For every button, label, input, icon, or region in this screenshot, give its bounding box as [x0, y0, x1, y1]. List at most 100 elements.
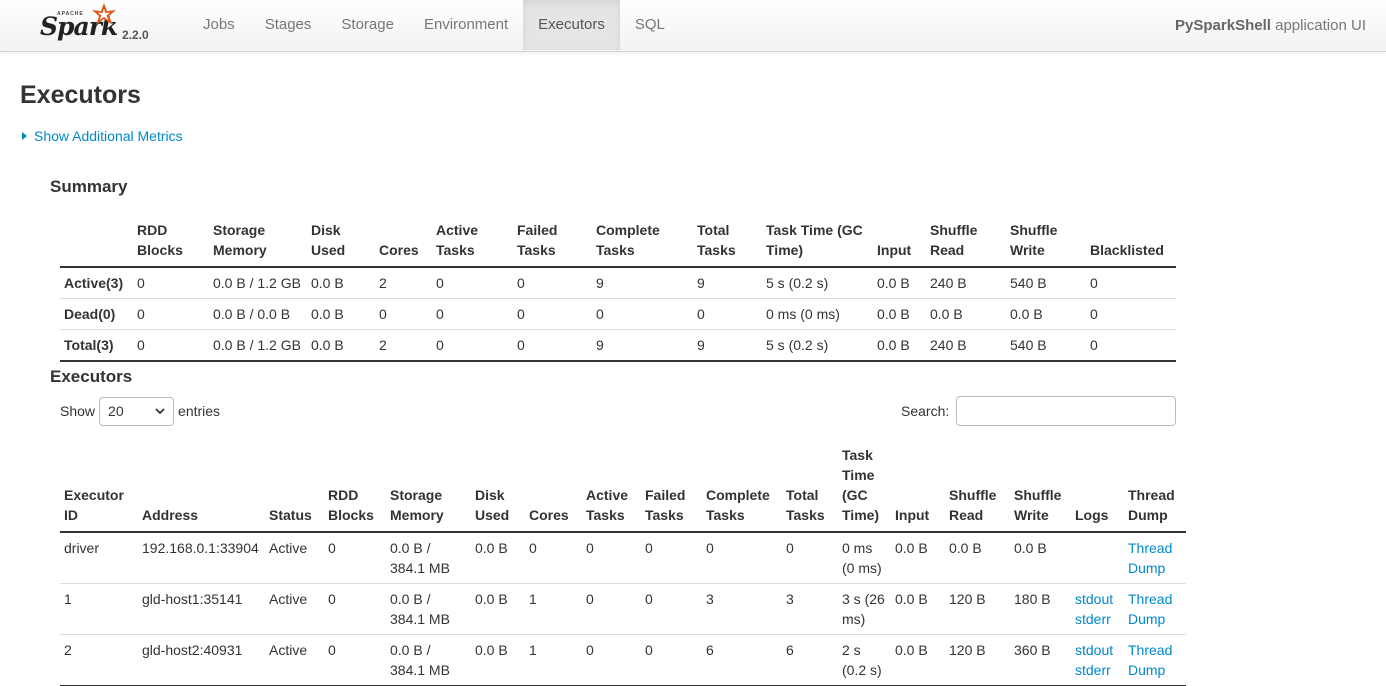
summary-cell: 0.0 B: [307, 329, 375, 362]
summary-header[interactable]: Failed Tasks: [513, 215, 592, 268]
summary-cell: 0: [432, 266, 513, 299]
executor-cell-logs: [1071, 531, 1124, 584]
executors-header[interactable]: Input: [891, 440, 945, 533]
thread-dump-link[interactable]: Thread Dump: [1128, 540, 1173, 576]
summary-cell: 0: [432, 329, 513, 362]
spark-logo[interactable]: APACHE Spark 2.2.0: [40, 2, 160, 46]
executor-row: 1 gld-host1:35141 Active 0 0.0 B / 384.1 MB 0…: [60, 583, 1186, 635]
executor-cell-task-time: 0 ms (0 ms): [838, 531, 891, 584]
summary-cell: 0: [375, 298, 432, 330]
tab-sql[interactable]: SQL: [634, 16, 665, 33]
executors-header[interactable]: Shuffle Read: [945, 440, 1010, 533]
chevron-down-icon: [155, 407, 165, 414]
summary-header[interactable]: Blacklisted: [1086, 215, 1176, 268]
executor-cell-address: gld-host2:40931: [138, 634, 265, 686]
executor-cell-thread-dump: Thread Dump: [1124, 634, 1186, 686]
executor-cell-input: 0.0 B: [891, 634, 945, 686]
stdout-link[interactable]: stdout: [1075, 591, 1114, 607]
summary-header[interactable]: Storage Memory: [209, 215, 307, 268]
show-additional-metrics-toggle[interactable]: Show Additional Metrics: [22, 128, 183, 144]
summary-cell: 0: [592, 298, 693, 330]
search-input[interactable]: [956, 396, 1177, 426]
summary-cell: 2: [375, 329, 432, 362]
summary-header[interactable]: Total Tasks: [693, 215, 762, 268]
stdout-link[interactable]: stdout: [1075, 642, 1114, 658]
summary-header[interactable]: RDD Blocks: [133, 215, 209, 268]
executor-cell-shuffle-write: 360 B: [1010, 634, 1071, 686]
brand-apache: APACHE: [57, 11, 84, 17]
summary-row-label: Dead(0): [60, 298, 133, 330]
executors-header[interactable]: Logs: [1071, 440, 1124, 533]
summary-header[interactable]: Disk Used: [307, 215, 375, 268]
summary-cell: 0: [1086, 266, 1176, 299]
thread-dump-link[interactable]: Thread Dump: [1128, 642, 1173, 678]
summary-cell: 9: [693, 329, 762, 362]
summary-cell: 0.0 B / 0.0 B: [209, 298, 307, 330]
summary-cell: 0: [133, 329, 209, 362]
tab-storage[interactable]: Storage: [341, 16, 394, 33]
executor-cell-address: gld-host1:35141: [138, 583, 265, 635]
summary-cell: 540 B: [1006, 266, 1086, 299]
tab-executors[interactable]: Executors: [523, 0, 620, 50]
summary-cell: 0: [432, 298, 513, 330]
executor-cell-cores: 0: [525, 531, 582, 584]
executors-header[interactable]: Complete Tasks: [702, 440, 782, 533]
executor-cell-storage: 0.0 B / 384.1 MB: [386, 531, 471, 584]
spark-version: 2.2.0: [122, 28, 149, 42]
executors-header[interactable]: Shuffle Write: [1010, 440, 1071, 533]
executors-title: Executors: [50, 367, 133, 386]
executors-header[interactable]: Cores: [525, 440, 582, 533]
executors-header[interactable]: Disk Used: [471, 440, 525, 533]
executor-cell-total: 6: [782, 634, 838, 686]
caret-right-icon: [22, 132, 27, 140]
stderr-link[interactable]: stderr: [1075, 611, 1111, 627]
executor-row: 2 gld-host2:40931 Active 0 0.0 B / 384.1 MB 0…: [60, 634, 1186, 686]
summary-header[interactable]: Cores: [375, 215, 432, 268]
tab-jobs[interactable]: Jobs: [203, 16, 235, 33]
summary-cell: 0.0 B: [307, 298, 375, 330]
executor-cell-logs: stdout stderr: [1071, 634, 1124, 686]
summary-header[interactable]: Input: [873, 215, 926, 268]
nav-tabs: Jobs Stages Storage Environment Executor…: [188, 0, 680, 52]
app-title: PySparkShell application UI: [1175, 0, 1366, 52]
summary-header[interactable]: [60, 215, 133, 268]
executors-header[interactable]: Executor ID: [60, 440, 138, 533]
executor-cell-total: 0: [782, 531, 838, 584]
summary-header[interactable]: Shuffle Write: [1006, 215, 1086, 268]
thread-dump-link[interactable]: Thread Dump: [1128, 591, 1173, 627]
summary-cell: 9: [592, 329, 693, 362]
page-size-select[interactable]: 20: [99, 396, 175, 426]
stderr-link[interactable]: stderr: [1075, 662, 1111, 678]
executors-header[interactable]: Active Tasks: [582, 440, 641, 533]
executor-cell-storage: 0.0 B / 384.1 MB: [386, 583, 471, 635]
executor-cell-rdd: 0: [324, 583, 386, 635]
tab-stages[interactable]: Stages: [264, 16, 312, 33]
summary-header[interactable]: Active Tasks: [432, 215, 513, 268]
executors-header[interactable]: Thread Dump: [1124, 440, 1186, 533]
executors-header[interactable]: Failed Tasks: [641, 440, 702, 533]
summary-cell: 0: [1086, 298, 1176, 330]
executors-header[interactable]: Status: [265, 440, 324, 533]
summary-header[interactable]: Shuffle Read: [926, 215, 1006, 268]
summary-header[interactable]: Complete Tasks: [592, 215, 693, 268]
summary-row-label: Active(3): [60, 266, 133, 299]
executors-header-row: Executor ID Address Status RDD Blocks St…: [60, 440, 1186, 533]
summary-cell: 0: [693, 298, 762, 330]
executors-header[interactable]: Address: [138, 440, 265, 533]
summary-cell: 0.0 B / 1.2 GB: [209, 266, 307, 299]
executor-cell-active: 0: [582, 634, 641, 686]
tab-environment[interactable]: Environment: [423, 16, 509, 33]
summary-cell: 9: [693, 266, 762, 299]
summary-cell: 9: [592, 266, 693, 299]
summary-header[interactable]: Task Time (GC Time): [762, 215, 873, 268]
summary-cell: 0.0 B: [307, 266, 375, 299]
executors-header[interactable]: Storage Memory: [386, 440, 471, 533]
executor-cell-failed: 0: [641, 531, 702, 584]
executors-header[interactable]: Total Tasks: [782, 440, 838, 533]
executors-header[interactable]: RDD Blocks: [324, 440, 386, 533]
executors-header[interactable]: Task Time (GC Time): [838, 440, 891, 533]
executor-cell-task-time: 3 s (26 ms): [838, 583, 891, 635]
executor-cell-complete: 0: [702, 531, 782, 584]
